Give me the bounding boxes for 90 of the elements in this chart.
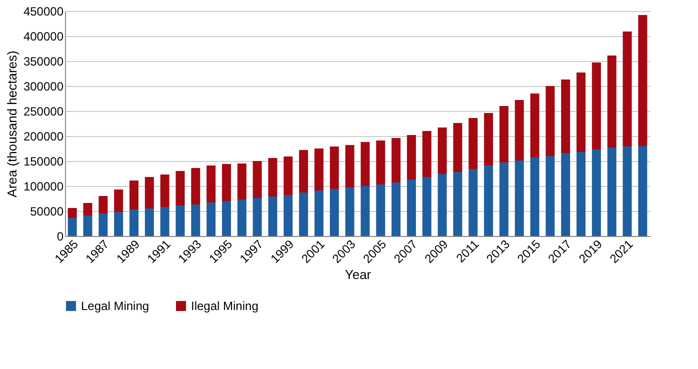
bar (222, 201, 231, 236)
bar (484, 113, 494, 166)
y-tick-label: 100000 (23, 180, 64, 194)
bar (314, 190, 324, 236)
bar (360, 186, 370, 236)
bar (345, 145, 354, 188)
bar (406, 180, 416, 236)
bar (376, 140, 386, 184)
bar (546, 86, 555, 156)
y-tick-label: 450000 (23, 4, 64, 18)
bar (438, 174, 447, 236)
bar (638, 15, 648, 146)
bar (191, 204, 200, 236)
bar (83, 203, 92, 216)
bar (406, 135, 416, 180)
bar (252, 198, 262, 236)
bar (299, 192, 308, 236)
bar (176, 206, 185, 236)
bar (314, 148, 324, 190)
bar (83, 216, 92, 236)
bar (622, 32, 632, 146)
bar (530, 94, 540, 158)
bar (422, 131, 432, 177)
x-axis-title: Year (344, 267, 372, 282)
bar (237, 200, 246, 236)
y-tick-label: 350000 (23, 54, 64, 68)
bar (330, 146, 339, 189)
y-axis-title: Area (thousand hectares) (4, 50, 20, 198)
bar (299, 150, 308, 192)
bar (206, 166, 216, 202)
bar (376, 184, 386, 236)
bar (607, 56, 616, 148)
bar (222, 164, 231, 201)
bar (576, 152, 586, 236)
bar (468, 169, 478, 236)
bar (330, 189, 339, 236)
bar (607, 148, 616, 236)
bar (129, 210, 138, 236)
legend-label: Legal Mining (81, 299, 150, 313)
bar (592, 62, 601, 150)
bar (98, 196, 108, 214)
bar (144, 177, 154, 208)
bar (484, 166, 494, 236)
bar (176, 171, 185, 206)
bar (114, 212, 124, 236)
bar (392, 182, 401, 236)
y-tick-label: 300000 (23, 80, 64, 94)
bar (206, 202, 216, 236)
bar (191, 168, 200, 204)
bar (98, 214, 108, 236)
bar (284, 195, 293, 236)
bar (530, 158, 540, 236)
bar (422, 177, 432, 236)
y-tick-label: 150000 (23, 154, 64, 168)
bar (144, 208, 154, 236)
bar (561, 80, 570, 153)
bar (284, 156, 293, 195)
bar (268, 196, 278, 236)
bar (237, 164, 246, 200)
legend-label: Ilegal Mining (191, 299, 258, 313)
bar (499, 162, 508, 236)
bar (546, 156, 555, 236)
bar (576, 72, 586, 152)
bar (345, 188, 354, 236)
y-tick-label: 250000 (23, 104, 64, 118)
bar (514, 160, 524, 236)
bar (638, 146, 648, 236)
bar (252, 161, 262, 198)
bar (468, 118, 478, 169)
bar (499, 106, 508, 162)
bar (68, 208, 77, 218)
y-tick-label: 0 (56, 230, 64, 244)
bar (592, 150, 601, 236)
bar (160, 207, 170, 236)
bar (160, 174, 170, 207)
bar (561, 153, 570, 236)
y-tick-label: 50000 (30, 204, 64, 218)
bar (129, 180, 138, 210)
bar (438, 128, 447, 174)
bar (622, 146, 632, 236)
bar (68, 218, 77, 236)
y-tick-label: 200000 (23, 130, 64, 144)
bar (392, 138, 401, 182)
y-tick-label: 400000 (23, 30, 64, 44)
bar (453, 123, 462, 172)
bar (268, 158, 278, 196)
bar (360, 142, 370, 186)
bar (514, 100, 524, 160)
bar (453, 172, 462, 236)
bar (114, 190, 124, 212)
